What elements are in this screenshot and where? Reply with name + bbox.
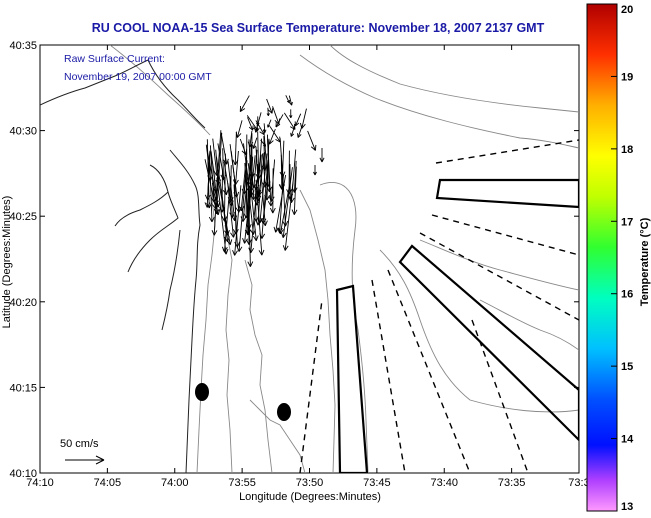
current-vector: [268, 128, 276, 145]
survey-box-east: [435, 178, 579, 209]
survey-box-southeast: [398, 244, 579, 442]
current-vector: [280, 167, 293, 238]
current-vector: [257, 153, 268, 224]
current-vector: [243, 134, 250, 219]
current-vector: [285, 95, 290, 104]
current-vector: [252, 137, 258, 149]
x-tick-label: 73:35: [498, 477, 526, 489]
figure-title: RU COOL NOAA-15 Sea Surface Temperature:…: [92, 21, 545, 35]
station-dot-west: [195, 383, 209, 401]
x-tick-label: 74:00: [161, 477, 189, 489]
scale-label: 50 cm/s: [60, 438, 99, 450]
current-vector: [313, 165, 317, 176]
current-vector: [255, 120, 265, 136]
current-vector: [266, 107, 270, 116]
current-vector: [267, 139, 274, 207]
colorbar-tick-label: 16: [621, 289, 633, 301]
colorbar-tick-label: 13: [621, 501, 633, 513]
colorbar-tick-label: 17: [621, 216, 633, 228]
annotation-line2: November 19, 2007 00:00 GMT: [64, 71, 212, 83]
current-vector: [247, 163, 259, 241]
current-vector: [232, 131, 239, 166]
survey-boxes: [335, 178, 579, 473]
station-dot-east: [277, 403, 291, 421]
current-vector: [215, 149, 222, 185]
current-vector: [281, 166, 289, 227]
current-vector: [283, 112, 296, 130]
current-vector: [273, 174, 287, 233]
x-tick-label: 73:3: [568, 477, 589, 489]
current-vector: [291, 166, 298, 215]
current-vector: [289, 109, 293, 119]
y-tick-label: 40:15: [9, 382, 37, 394]
current-vector: [236, 170, 247, 252]
current-vector: [235, 120, 243, 138]
map-frame: [39, 44, 580, 474]
current-vector: [248, 139, 255, 196]
x-axis-label: Longitude (Degrees:Minutes): [239, 491, 381, 503]
current-vector: [267, 119, 272, 128]
current-vector: [209, 145, 217, 203]
annotation-line1: Raw Surface Current:: [64, 53, 165, 65]
current-vectors: [204, 95, 325, 267]
current-vector: [275, 114, 284, 128]
current-vector: [259, 159, 269, 239]
current-vector: [286, 150, 293, 195]
current-vector: [247, 117, 254, 131]
scale-arrow: [65, 455, 105, 465]
colorbar-tick-label: 18: [621, 144, 633, 156]
current-vector: [216, 173, 233, 246]
y-tick-label: 40:25: [9, 211, 37, 223]
current-vector: [307, 130, 317, 151]
current-vector: [268, 159, 276, 202]
current-vector: [294, 113, 302, 127]
x-tick-label: 73:55: [228, 477, 256, 489]
colorbar-ticks: 20 19 18 17 16 15 14 13: [611, 3, 634, 513]
colorbar-tick-label: 14: [621, 434, 634, 446]
current-vector: [288, 95, 293, 106]
current-vector: [300, 108, 307, 129]
current-vector: [253, 186, 259, 222]
colorbar: [586, 3, 618, 512]
colorbar-label: Temperature (°C): [639, 217, 651, 306]
current-vector: [269, 126, 281, 143]
y-axis-label: Latitude (Degrees:Minutes): [1, 196, 13, 329]
y-tick-label: 40:20: [9, 297, 37, 309]
current-vector: [282, 181, 294, 251]
current-vector: [266, 98, 274, 114]
colorbar-tick-label: 15: [621, 361, 633, 373]
y-tick-label: 40:35: [9, 40, 37, 52]
x-tick-label: 74:05: [94, 477, 122, 489]
current-vector: [220, 132, 229, 165]
dashed-transects: [299, 139, 579, 473]
x-axis: 74:10 74:05 74:00 73:55 73:50 73:45 73:40 73:35…: [26, 45, 590, 489]
y-axis: 40:35 40:30 40:25 40:20 40:15 40:10: [9, 40, 579, 480]
colorbar-tick-label: 19: [621, 71, 633, 83]
current-vector: [260, 139, 267, 147]
current-vector: [247, 130, 254, 147]
x-tick-label: 73:40: [430, 477, 458, 489]
x-tick-label: 73:45: [363, 477, 391, 489]
y-tick-label: 40:10: [9, 468, 37, 480]
x-tick-label: 73:50: [296, 477, 324, 489]
coastline: [40, 59, 206, 473]
current-vector: [319, 148, 325, 163]
current-vector: [247, 181, 256, 235]
current-vector: [254, 112, 262, 133]
current-vector: [256, 116, 260, 126]
current-vector: [216, 177, 229, 255]
current-vector: [239, 95, 250, 112]
current-vector: [232, 185, 242, 256]
current-vector: [239, 138, 248, 156]
y-tick-label: 40:30: [9, 126, 37, 138]
survey-box-south: [335, 284, 369, 473]
x-tick-label: 74:10: [26, 477, 54, 489]
current-vector: [232, 179, 239, 235]
colorbar-tick-label: 20: [621, 4, 633, 16]
